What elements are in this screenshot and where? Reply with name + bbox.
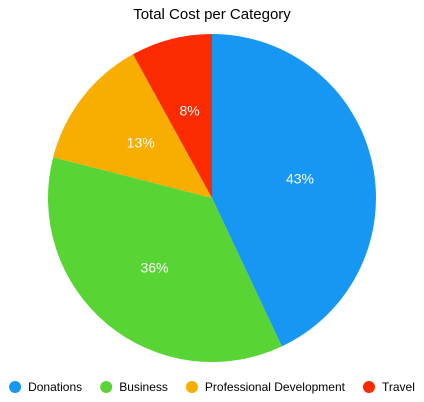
pie-slice-business — [47, 157, 282, 363]
legend-swatch-business — [100, 381, 113, 393]
pie-slice-donations — [212, 34, 376, 347]
legend-swatch-travel — [363, 381, 375, 393]
legend-item-donations: Donations — [9, 380, 82, 394]
slice-label-professional-development: 13% — [127, 135, 155, 151]
legend-item-professional-development: Professional Development — [185, 380, 346, 394]
legend-label-travel: Travel — [382, 380, 415, 394]
pie-slices — [47, 34, 376, 363]
slice-label-travel: 8% — [179, 103, 199, 119]
pie-slice-travel — [132, 34, 212, 198]
legend-swatch-professional-development — [185, 381, 198, 393]
slice-label-business: 36% — [140, 260, 168, 276]
legend-swatch-donations — [9, 381, 22, 393]
pie-slice-professional-development — [53, 54, 213, 198]
legend-label-donations: Donations — [28, 380, 82, 394]
pie-slice-labels: 43% 36% 13% 8% — [127, 103, 314, 276]
legend-item-business: Business — [100, 380, 168, 394]
chart-title: Total Cost per Category — [133, 6, 291, 23]
slice-label-donations: 43% — [286, 170, 314, 186]
legend-label-professional-development: Professional Development — [205, 380, 346, 394]
legend-label-business: Business — [119, 380, 168, 394]
legend: Donations Business Professional Developmen… — [9, 380, 415, 394]
legend-item-travel: Travel — [363, 380, 415, 394]
